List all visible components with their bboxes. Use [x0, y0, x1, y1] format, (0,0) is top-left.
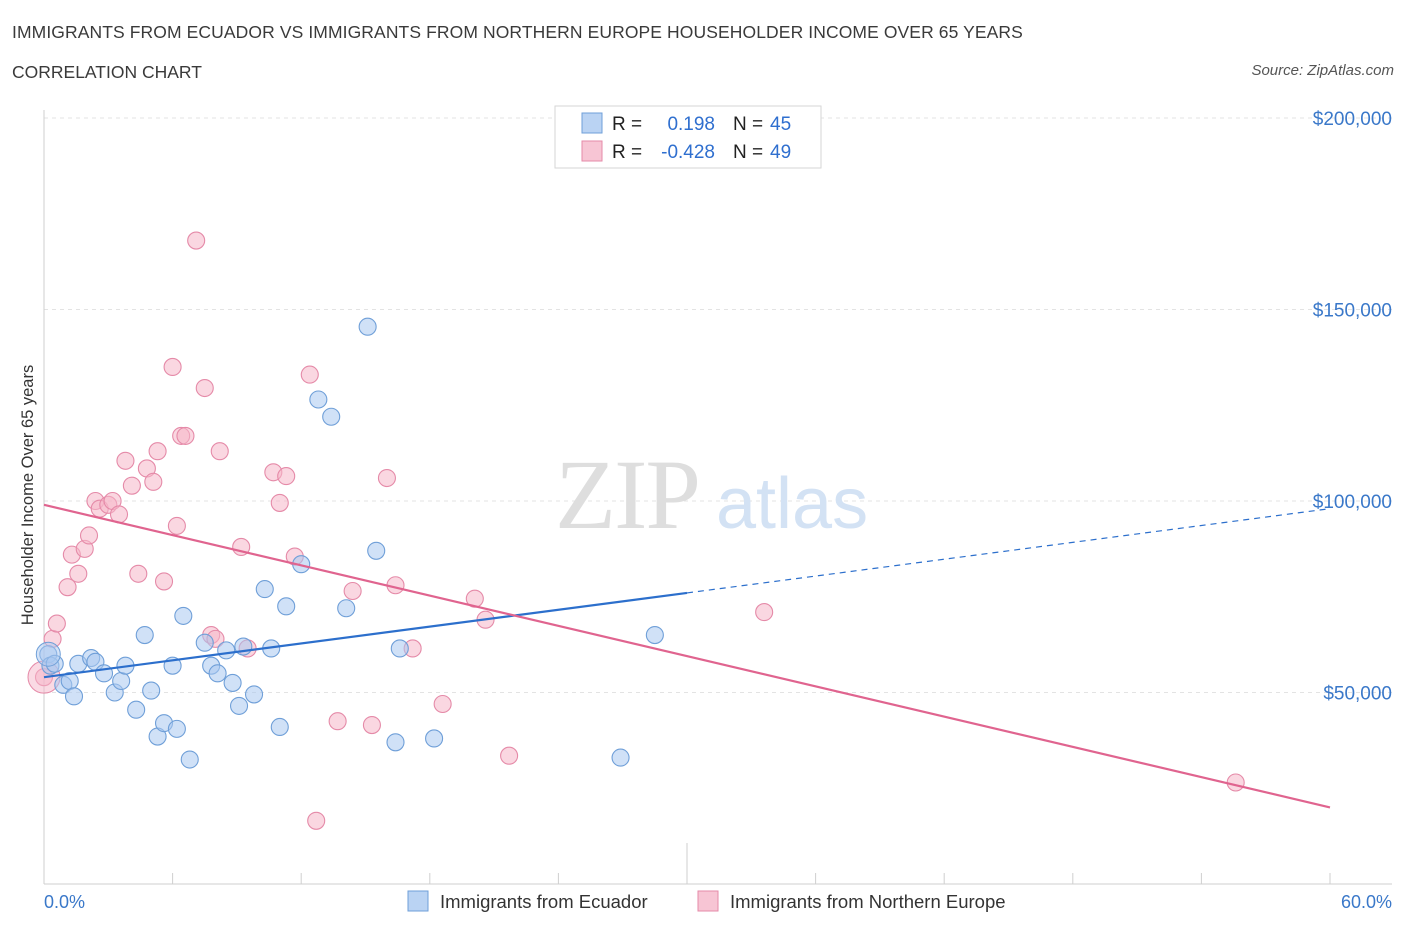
legend-r-label-2: R = [612, 142, 642, 163]
ecuador-point-43 [611, 748, 630, 767]
chart-title: IMMIGRANTS FROM ECUADOR VS IMMIGRANTS FR… [12, 22, 1023, 42]
bottom-legend-label-northern-europe: Immigrants from Northern Europe [730, 891, 1006, 912]
legend-swatch-northern-europe [581, 140, 603, 162]
northern-europe-point-40 [377, 468, 396, 488]
ecuador-cluster-point [35, 641, 61, 667]
source-label: Source: ZipAtlas.com [1251, 62, 1394, 79]
x-tick-label-max: 60.0% [1341, 892, 1392, 912]
bottom-legend-label-ecuador: Immigrants from Ecuador [440, 891, 648, 912]
watermark-zip: ZIP [555, 439, 699, 550]
northern-europe-point-38 [343, 581, 362, 601]
northern-europe-point-14 [122, 476, 141, 495]
northern-europe-point-33 [277, 467, 296, 486]
northern-europe-point-24 [187, 231, 206, 250]
ecuador-point-35 [309, 390, 328, 409]
ecuador-point-11 [112, 671, 131, 691]
y-tick-labels: $50,000 $100,000 $150,000 $200,000 [1313, 109, 1392, 705]
ecuador-point-13 [127, 700, 146, 719]
y-tick-label: $50,000 [1323, 684, 1392, 705]
chart-subtitle: CORRELATION CHART [12, 62, 202, 82]
legend-n-value-northern-europe: 49 [770, 142, 791, 163]
y-tick-label: $100,000 [1313, 492, 1392, 513]
ecuador-point-24 [208, 664, 227, 683]
legend-n-label-2: N = [733, 142, 763, 163]
legend-r-value-ecuador: 0.198 [667, 114, 715, 135]
northern-europe-point-36 [307, 811, 326, 830]
ecuador-point-37 [337, 599, 356, 618]
ecuador-point-25 [217, 641, 236, 660]
ecuador-point-5 [64, 687, 84, 706]
ecuador-point-42 [425, 729, 444, 748]
northern-europe-trend-line [43, 503, 1331, 809]
series-legend: Immigrants from Ecuador Immigrants from … [407, 890, 1006, 912]
y-axis-label: Householder Income Over 65 years [19, 365, 37, 625]
legend-r-label-1: R = [612, 114, 642, 135]
stats-legend: R = 0.198 N = 45 R = -0.428 N = 49 [554, 105, 822, 169]
northern-europe-point-37 [328, 712, 347, 731]
northern-europe-point-7 [79, 526, 99, 545]
northern-europe-point-43 [433, 694, 452, 714]
x-axis-ticks [43, 843, 1331, 884]
northern-europe-point-32 [270, 493, 289, 512]
x-tick-label-min: 0.0% [44, 892, 85, 912]
ecuador-point-22 [195, 633, 214, 652]
northern-europe-point-23 [176, 426, 195, 445]
ecuador-trend-line [43, 591, 688, 679]
y-tick-label: $200,000 [1313, 109, 1392, 130]
ecuador-point-19 [167, 719, 186, 738]
watermark-atlas: atlas [716, 464, 868, 544]
northern-europe-point-3 [58, 578, 77, 597]
northern-europe-point-13 [116, 451, 135, 470]
northern-europe-point-20 [163, 357, 182, 377]
northern-europe-point-2 [47, 614, 66, 633]
ecuador-point-29 [244, 685, 264, 704]
ecuador-point-15 [142, 681, 161, 700]
northern-europe-point-47 [755, 603, 774, 622]
ecuador-point-9 [94, 664, 114, 683]
ecuador-point-32 [270, 717, 289, 737]
northern-europe-point-39 [362, 716, 381, 735]
bottom-legend-swatch-northern-europe [697, 890, 719, 912]
ecuador-point-14 [135, 625, 154, 645]
ecuador-point-33 [277, 597, 296, 616]
ecuador-point-27 [229, 696, 249, 715]
northern-europe-point-46 [500, 746, 519, 765]
ecuador-point-41 [390, 639, 409, 658]
legend-swatch-ecuador [581, 112, 603, 134]
northern-europe-point-28 [210, 442, 229, 461]
ecuador-point-21 [180, 750, 199, 769]
bottom-legend-swatch-ecuador [407, 890, 429, 912]
legend-n-value-ecuador: 45 [770, 114, 791, 135]
ecuador-point-30 [255, 580, 274, 599]
northern-europe-point-19 [154, 572, 174, 591]
northern-europe-point-21 [167, 516, 186, 535]
northern-europe-point-5 [69, 564, 88, 583]
northern-europe-point-17 [144, 472, 163, 491]
ecuador-point-38 [358, 317, 377, 336]
watermark: ZIP atlas [555, 439, 868, 550]
legend-r-value-northern-europe: -0.428 [661, 142, 715, 163]
ecuador-point-20 [174, 606, 193, 625]
northern-europe-point-35 [300, 365, 319, 384]
northern-europe-point-15 [129, 564, 148, 583]
northern-europe-point-25 [195, 378, 214, 398]
series-ecuador-points [35, 317, 664, 769]
ecuador-point-36 [322, 407, 341, 426]
ecuador-point-40 [386, 733, 405, 752]
ecuador-trend-line-extension [686, 508, 1331, 594]
northern-europe-point-48 [1226, 773, 1245, 792]
ecuador-point-26 [223, 673, 242, 692]
ecuador-point-39 [367, 541, 386, 560]
legend-n-label-1: N = [733, 114, 763, 135]
gridlines [44, 117, 1392, 693]
northern-europe-point-18 [148, 442, 167, 461]
ecuador-point-44 [645, 625, 664, 645]
y-tick-label: $150,000 [1313, 301, 1392, 322]
